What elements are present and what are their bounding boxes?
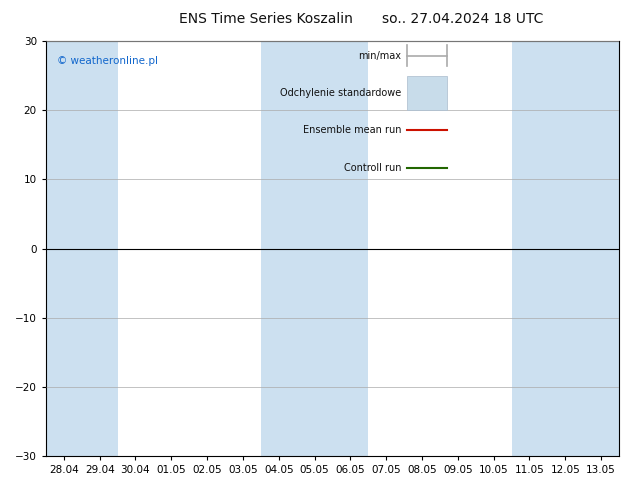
Text: Odchylenie standardowe: Odchylenie standardowe — [280, 88, 401, 98]
Bar — [512, 41, 619, 456]
Text: Ensemble mean run: Ensemble mean run — [302, 125, 401, 135]
Text: ENS Time Series Koszalin: ENS Time Series Koszalin — [179, 12, 353, 26]
Text: © weatheronline.pl: © weatheronline.pl — [57, 55, 158, 66]
Bar — [261, 41, 368, 456]
Text: min/max: min/max — [358, 50, 401, 61]
Bar — [407, 76, 447, 109]
Text: Controll run: Controll run — [344, 163, 401, 172]
Bar — [46, 41, 117, 456]
Text: so.. 27.04.2024 18 UTC: so.. 27.04.2024 18 UTC — [382, 12, 543, 26]
